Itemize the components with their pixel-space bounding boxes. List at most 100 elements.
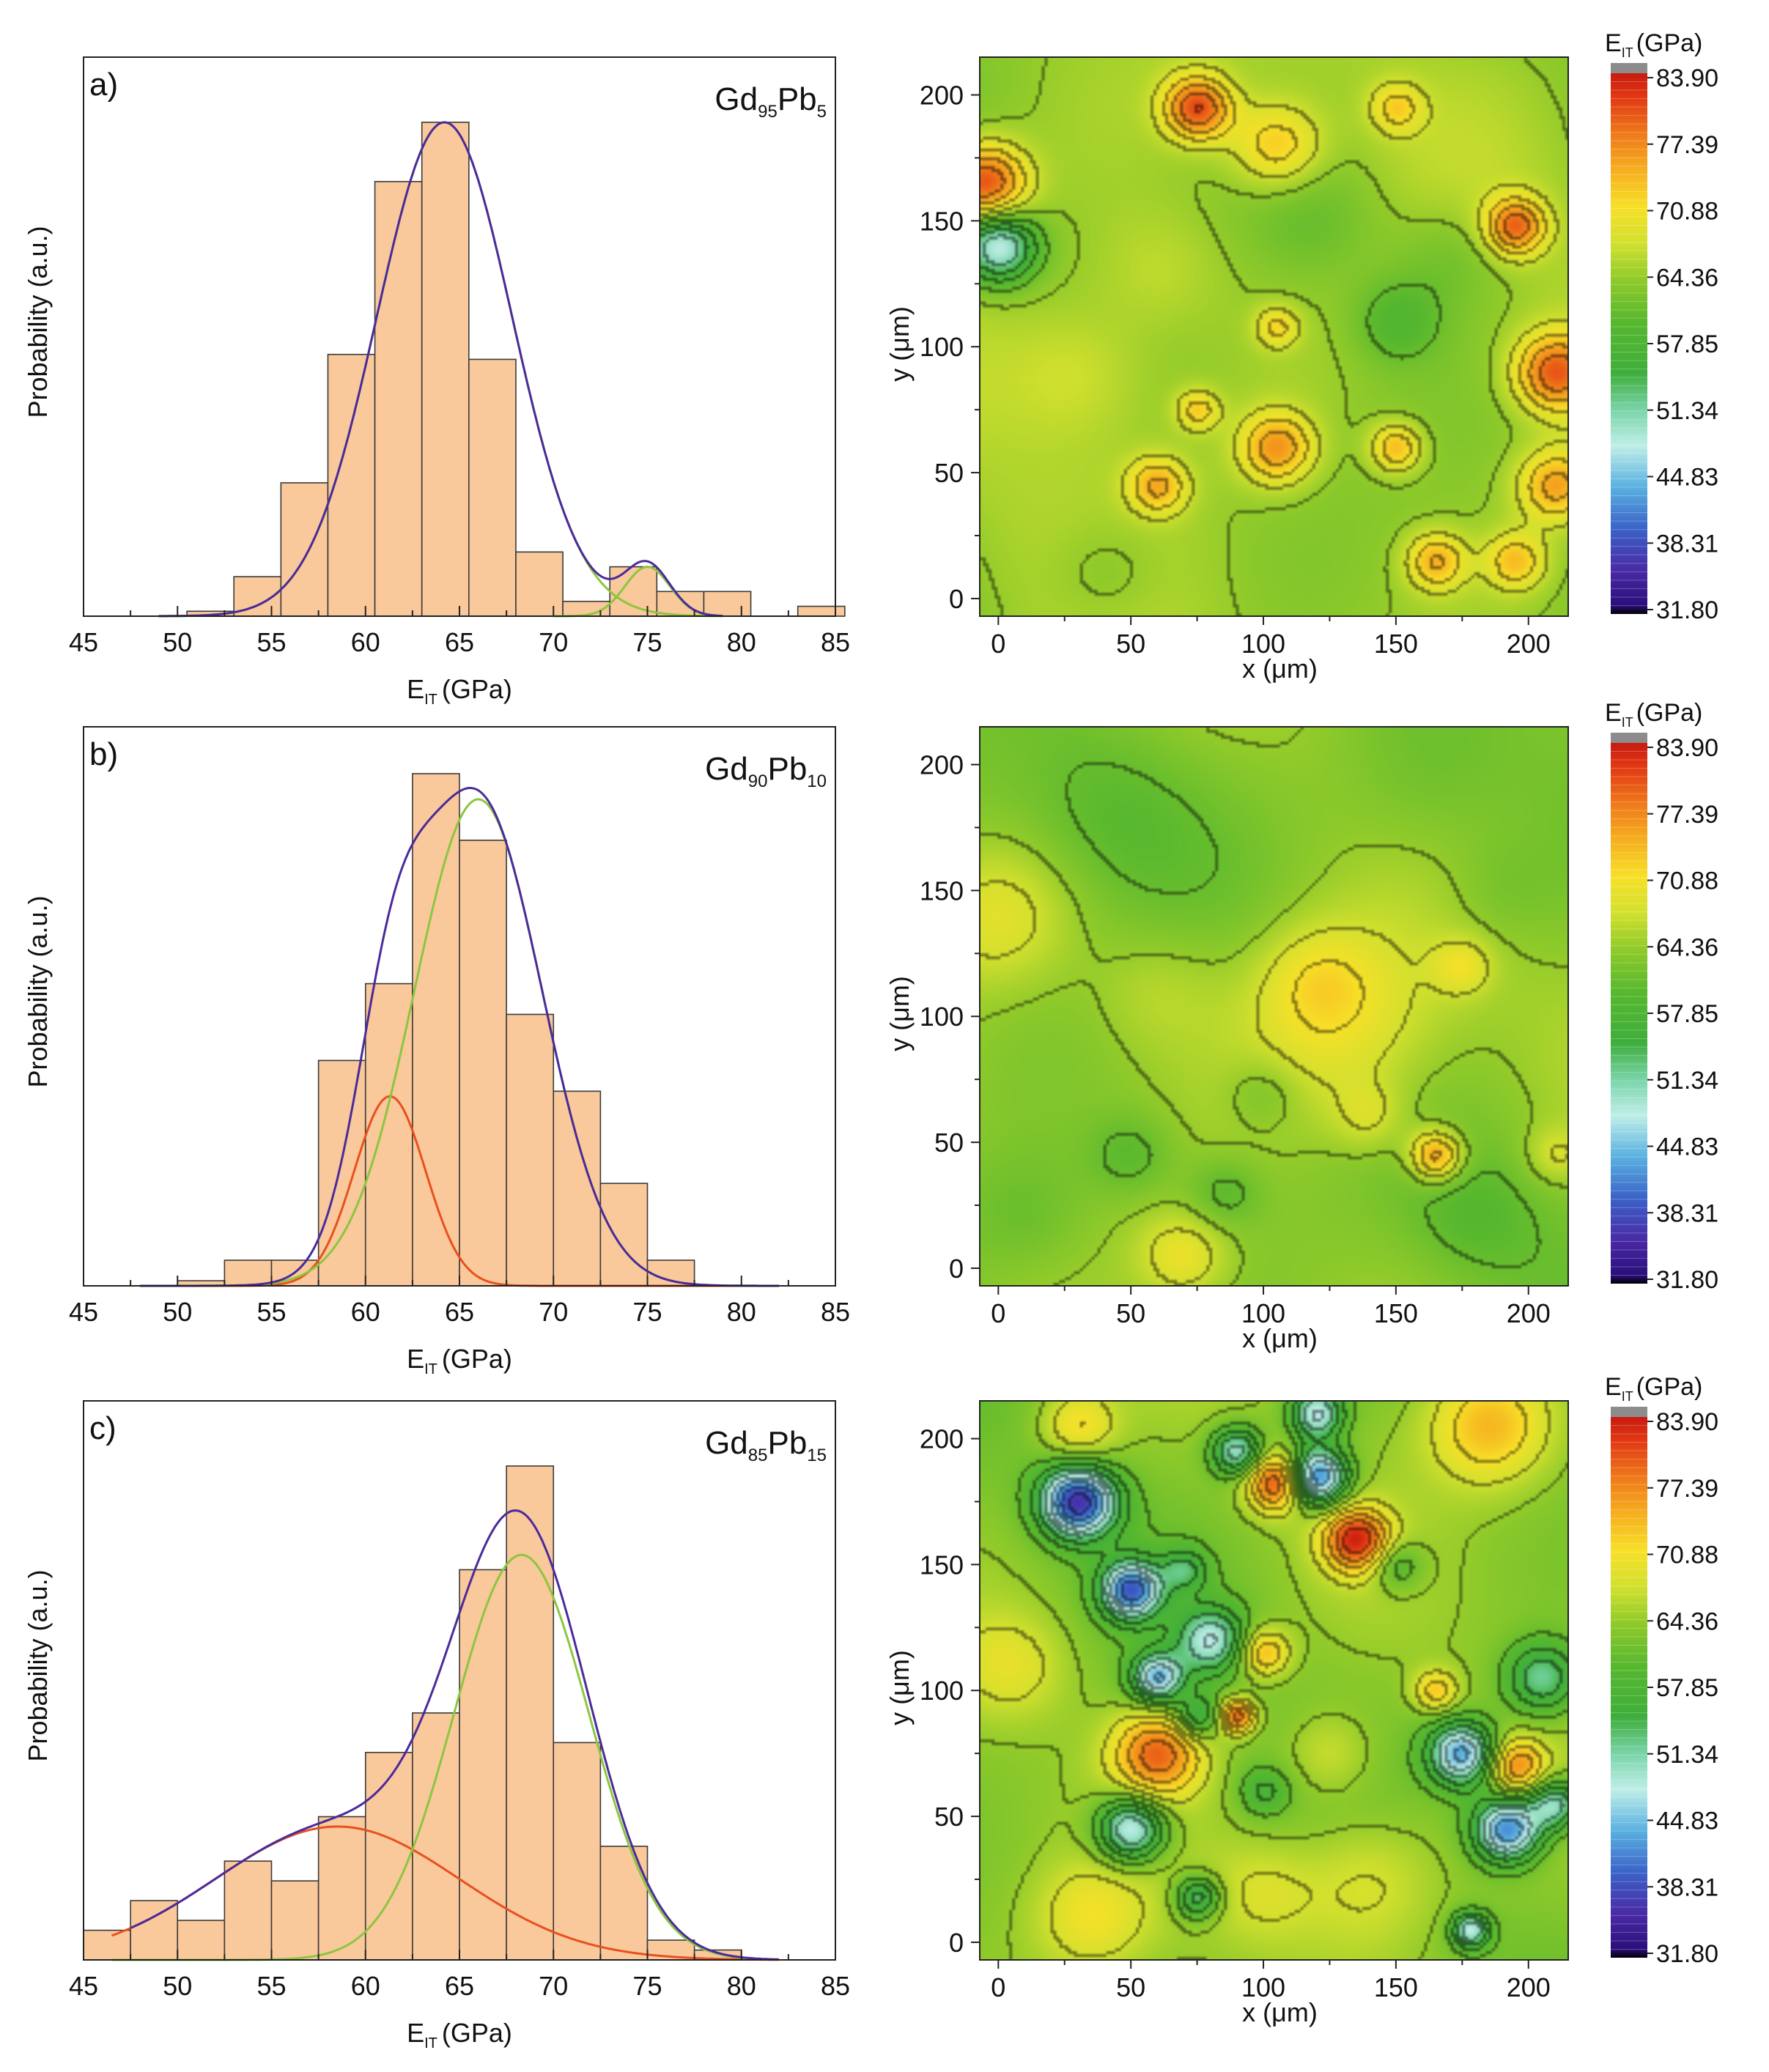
- map-y-tick-label: 150: [920, 206, 964, 236]
- colorbar-tick-label: 51.34: [1656, 1067, 1718, 1095]
- alloy-subscript-b: 10: [807, 772, 827, 791]
- map-y-axis-label: y (μm): [884, 1650, 915, 1725]
- colorbar-tick-label: 83.90: [1656, 734, 1718, 762]
- histogram-bar: [646, 1259, 695, 1287]
- colorbar-gradient: [1611, 743, 1647, 1284]
- envelope-curve: [158, 121, 723, 618]
- x-tick-label: 80: [727, 1971, 756, 2001]
- colorbar-tick-label: 57.85: [1656, 330, 1718, 358]
- x-axis-label-sub: IT: [424, 1361, 437, 1377]
- map-x-tick-label: 200: [1507, 1298, 1551, 1328]
- map-x-tick-label: 200: [1507, 1972, 1551, 2002]
- map-x-tick-label: 50: [1116, 1972, 1145, 2002]
- alloy-formula: Gd90Pb10: [705, 751, 827, 791]
- map-y-tick-label: 100: [920, 1002, 964, 1032]
- x-tick-label: 75: [632, 627, 662, 657]
- map-y-axis-label-mu: μ: [884, 337, 915, 352]
- map-y-tick-label: 50: [934, 1128, 964, 1158]
- histogram-bar: [374, 180, 423, 617]
- y-axis-label: Probability (a.u.): [23, 226, 53, 418]
- colorbar-tick-label: 44.83: [1656, 464, 1718, 492]
- colorbar-title-unit: (GPa): [1636, 29, 1703, 57]
- colorbar-tick-label: 57.85: [1656, 1674, 1718, 1702]
- map-y-axis-label-unit: m): [884, 976, 915, 1007]
- map-x-axis-label-main: x (: [1242, 1997, 1271, 2027]
- histogram-bar: [224, 1259, 273, 1287]
- map-y-tick-label: 0: [949, 1928, 964, 1958]
- map-y-tick-label: 100: [920, 1676, 964, 1706]
- map-x-tick-label: 50: [1116, 1298, 1145, 1328]
- colorbar-title-main: E: [1605, 699, 1622, 727]
- map-x-axis-label: x (μm): [1242, 1323, 1318, 1353]
- panel-label: b): [89, 736, 118, 772]
- envelope-curve: [130, 1509, 779, 1961]
- hardness-map-image: [980, 727, 1568, 1286]
- x-tick-label: 55: [256, 1971, 286, 2001]
- x-axis-label-sub: IT: [424, 2035, 437, 2051]
- colorbar-tick-label: 70.88: [1656, 198, 1718, 226]
- x-tick-label: 70: [539, 1297, 568, 1327]
- map-x-tick-label: 100: [1241, 1972, 1285, 2002]
- x-tick-label: 45: [69, 1971, 98, 2001]
- map-y-axis-label-main: y (: [884, 352, 915, 382]
- colorbar-tick-label: 31.80: [1656, 1266, 1718, 1294]
- x-axis-label-main: E: [407, 674, 424, 704]
- x-tick-label: 50: [163, 627, 192, 657]
- histogram: 45 50 55 60 65 70 75 80 85 EIT (GPa) Probability (a…: [23, 56, 850, 708]
- map-y-axis-label-mu: μ: [884, 1681, 915, 1696]
- map-x-axis-label-unit: m): [1287, 1997, 1318, 2027]
- colorbar-tick-label: 44.83: [1656, 1808, 1718, 1835]
- alloy-formula: Gd85Pb15: [705, 1425, 827, 1465]
- histogram-bar: [83, 1929, 131, 1961]
- map-y-tick-label: 150: [920, 1550, 964, 1580]
- colorbar-title-sub: IT: [1622, 45, 1633, 60]
- x-tick-label: 50: [163, 1297, 192, 1327]
- hardness-map-image: [980, 57, 1568, 616]
- map-x-axis-label-mu: μ: [1271, 654, 1287, 684]
- map-y-tick-label: 100: [920, 332, 964, 362]
- x-tick-label: 60: [351, 1971, 380, 2001]
- x-tick-label: 60: [351, 1297, 380, 1327]
- map-y-axis-label-mu: μ: [884, 1007, 915, 1022]
- histogram-bar: [421, 122, 470, 617]
- map-y-tick-label: 200: [920, 1424, 964, 1454]
- map-y-tick-label: 0: [949, 1254, 964, 1284]
- colorbar-tick-label: 64.36: [1656, 1607, 1718, 1635]
- colorbar-overflow: [1611, 1407, 1647, 1417]
- x-tick-label: 65: [445, 627, 474, 657]
- histogram: 45 50 55 60 65 70 75 80 85 EIT (GPa) Probability (a…: [23, 1400, 850, 2051]
- colorbar-title-main: E: [1605, 29, 1622, 57]
- x-tick-label: 85: [821, 1297, 850, 1327]
- x-axis-label-unit: (GPa): [442, 1344, 512, 1374]
- x-tick-label: 80: [727, 627, 756, 657]
- colorbar: EIT (GPa) 83.90 77.39 70.88 64.36 57.85 51.34 44…: [1605, 1373, 1718, 1968]
- map-x-axis-label-mu: μ: [1271, 1323, 1287, 1353]
- histogram-bar: [280, 482, 329, 617]
- colorbar-tick-label: 44.83: [1656, 1133, 1718, 1161]
- map-y-tick-label: 0: [949, 584, 964, 614]
- x-axis-label-unit: (GPa): [442, 674, 512, 704]
- colorbar-tick-label: 83.90: [1656, 1408, 1718, 1436]
- hardness-map-image: [980, 1401, 1568, 1960]
- histogram-bar: [797, 605, 846, 617]
- map-y-axis-label-main: y (: [884, 1696, 915, 1725]
- colorbar-tick-label: 64.36: [1656, 264, 1718, 292]
- colorbar-title: EIT (GPa): [1605, 1373, 1702, 1404]
- x-tick-label: 75: [632, 1297, 662, 1327]
- x-tick-label: 45: [69, 627, 98, 657]
- map-x-tick-label: 0: [991, 1972, 1005, 2002]
- map-frame: [979, 726, 1569, 1287]
- histogram-bar: [506, 1013, 555, 1287]
- map-x-axis-label: x (μm): [1242, 654, 1318, 684]
- map-frame: [979, 1400, 1569, 1961]
- x-tick-label: 70: [539, 1971, 568, 2001]
- colorbar-tick-label: 64.36: [1656, 933, 1718, 961]
- map-frame: [979, 56, 1569, 617]
- colorbar-overflow: [1611, 63, 1647, 73]
- map-y-axis-label-unit: m): [884, 1650, 915, 1681]
